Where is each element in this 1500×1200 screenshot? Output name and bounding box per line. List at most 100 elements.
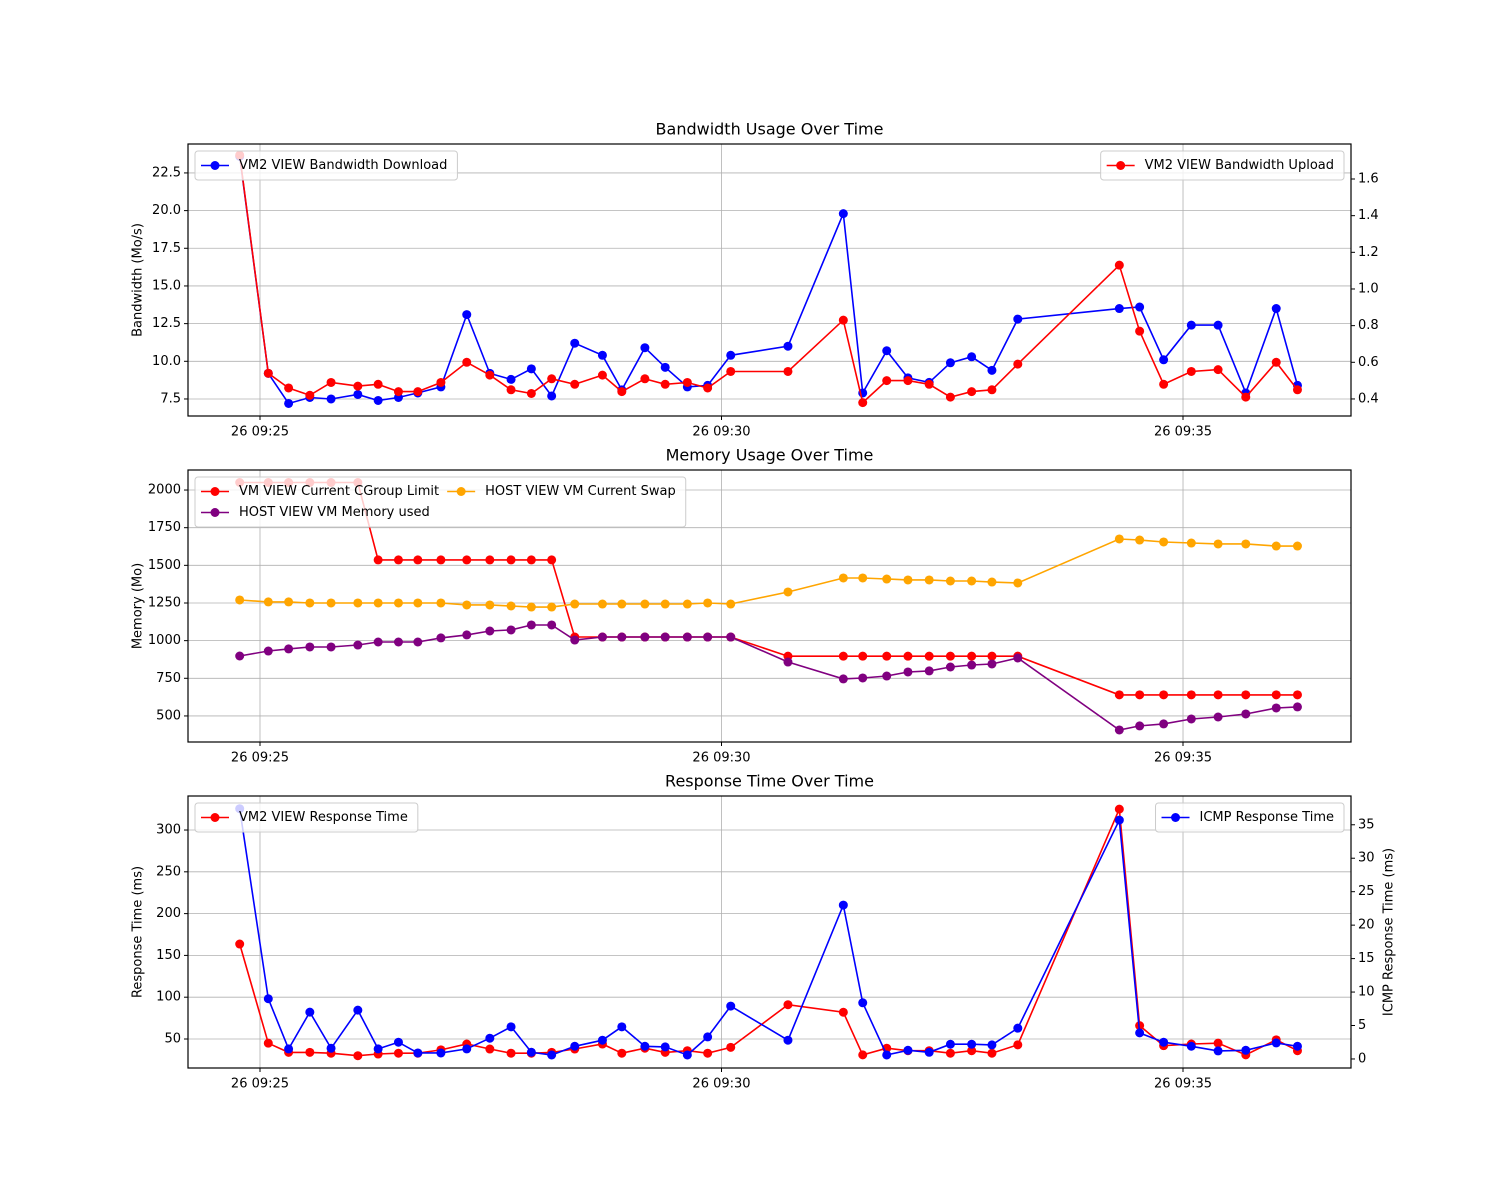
- y-tick-label: 17.5: [152, 241, 181, 256]
- legend-box: [1155, 802, 1345, 833]
- data-point: [284, 398, 294, 408]
- data-point: [1114, 815, 1124, 825]
- data-point: [903, 376, 913, 386]
- data-point: [305, 1007, 315, 1017]
- data-point: [1013, 1040, 1023, 1050]
- data-point: [393, 637, 403, 647]
- data-point: [413, 555, 423, 565]
- y2-tick-label: 0.6: [1358, 355, 1379, 370]
- data-point: [570, 635, 580, 645]
- data-point: [326, 642, 336, 652]
- data-point: [506, 385, 516, 395]
- data-point: [547, 602, 557, 612]
- data-point: [485, 600, 495, 610]
- data-point: [1135, 690, 1145, 700]
- data-point: [1213, 1038, 1223, 1048]
- data-point: [682, 599, 692, 609]
- data-point: [945, 576, 955, 586]
- data-point: [703, 1048, 713, 1058]
- data-point: [838, 674, 848, 684]
- y-tick-label: 1500: [148, 558, 181, 573]
- data-point: [617, 1022, 627, 1032]
- data-point: [903, 575, 913, 585]
- data-point: [305, 1047, 315, 1057]
- data-point: [526, 1047, 536, 1057]
- data-point: [1013, 359, 1023, 369]
- y2-axis-label: ICMP Response Time (ms): [1382, 848, 1397, 1016]
- data-point: [462, 1044, 472, 1054]
- x-tick-label: 26 09:35: [1154, 751, 1212, 766]
- data-point: [547, 555, 557, 565]
- data-point: [570, 1041, 580, 1051]
- data-point: [373, 395, 383, 405]
- series-line: [238, 156, 1299, 405]
- y2-tick-label: 35: [1358, 817, 1375, 832]
- y2-tick-label: 20: [1358, 918, 1375, 933]
- data-point: [436, 1048, 446, 1058]
- y-tick-label: 2000: [148, 483, 181, 498]
- data-point: [882, 346, 892, 356]
- data-point: [987, 1040, 997, 1050]
- legend-label: HOST VIEW VM Current Swap: [485, 484, 676, 499]
- x-tick-label: 26 09:35: [1154, 1077, 1212, 1092]
- legend-box: [194, 150, 458, 181]
- data-point: [526, 555, 536, 565]
- data-point: [547, 1050, 557, 1060]
- data-point: [326, 598, 336, 608]
- y-axis-label: Bandwidth (Mo/s): [131, 223, 146, 337]
- legend-marker: [210, 487, 220, 496]
- data-point: [1292, 702, 1302, 712]
- data-point: [924, 1047, 934, 1057]
- data-point: [1241, 1045, 1251, 1055]
- data-point: [263, 1038, 273, 1048]
- data-point: [617, 387, 627, 397]
- y2-tick-label: 5: [1358, 1018, 1366, 1033]
- x-tick-label: 26 09:30: [692, 751, 750, 766]
- data-point: [393, 555, 403, 565]
- data-point: [353, 1051, 363, 1061]
- data-point: [945, 358, 955, 368]
- data-point: [924, 575, 934, 585]
- legend-box: [194, 476, 687, 528]
- data-point: [1213, 690, 1223, 700]
- data-point: [353, 598, 363, 608]
- data-point: [485, 1033, 495, 1043]
- data-point: [882, 376, 892, 386]
- data-point: [1114, 260, 1124, 270]
- x-tick-label: 26 09:30: [692, 1077, 750, 1092]
- y-tick-label: 7.5: [160, 391, 181, 406]
- data-point: [1241, 690, 1251, 700]
- plot-frame: [187, 469, 1352, 743]
- data-point: [263, 597, 273, 607]
- y2-tick-label: 1.6: [1358, 172, 1379, 187]
- data-point: [526, 602, 536, 612]
- data-point: [263, 994, 273, 1004]
- data-point: [858, 673, 868, 683]
- data-point: [617, 632, 627, 642]
- y-tick-label: 1000: [148, 633, 181, 648]
- y-axis-label: Memory (Mo): [131, 563, 146, 649]
- data-point: [570, 338, 580, 348]
- data-point: [1114, 534, 1124, 544]
- y2-tick-label: 15: [1358, 951, 1375, 966]
- chart-title: Memory Usage Over Time: [666, 446, 874, 465]
- data-point: [838, 900, 848, 910]
- legend-marker: [210, 813, 220, 822]
- data-point: [967, 576, 977, 586]
- data-point: [284, 597, 294, 607]
- data-point: [570, 379, 580, 389]
- y-tick-label: 15.0: [152, 278, 181, 293]
- data-point: [945, 1048, 955, 1058]
- y-tick-label: 50: [164, 1031, 181, 1046]
- data-point: [703, 598, 713, 608]
- data-point: [1241, 539, 1251, 549]
- data-point: [726, 366, 736, 376]
- data-point: [284, 383, 294, 393]
- data-point: [1159, 1037, 1169, 1047]
- data-point: [353, 389, 363, 399]
- y-tick-label: 150: [156, 948, 181, 963]
- data-point: [967, 651, 977, 661]
- data-point: [858, 1050, 868, 1060]
- chart-title: Bandwidth Usage Over Time: [656, 120, 884, 139]
- data-point: [945, 1039, 955, 1049]
